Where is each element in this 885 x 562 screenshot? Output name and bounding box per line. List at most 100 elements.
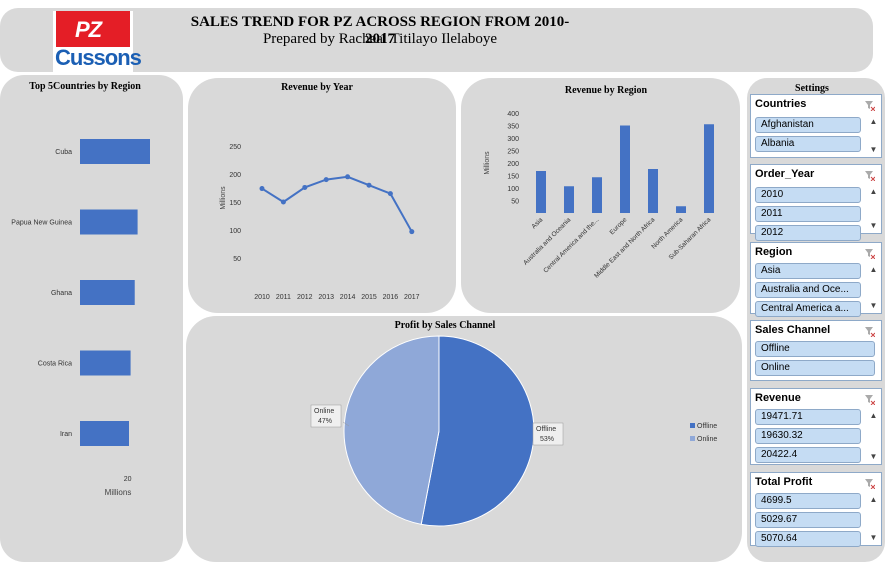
country-label: Iran (60, 431, 72, 438)
y-axis-label: Millions (220, 186, 227, 210)
slicer-item[interactable]: 2011 (755, 206, 861, 222)
slicer-item[interactable]: 19471.71 (755, 409, 861, 425)
page-subtitle: Prepared by Racheal Titilayo Ilelaboye (262, 31, 498, 47)
scroll-up-icon[interactable]: ▲ (869, 265, 878, 274)
slicer-item[interactable]: Albania (755, 136, 861, 152)
region-bar (592, 177, 602, 213)
x-tick-label: 2011 (276, 294, 291, 301)
clear-filter-icon[interactable] (865, 246, 876, 260)
region-label: Europe (609, 216, 629, 236)
slicer-item[interactable]: 5070.64 (755, 531, 861, 547)
slicer-header: Total Profit (755, 476, 813, 488)
slicer-item[interactable]: 2012 (755, 225, 861, 241)
y-tick-label: 250 (229, 144, 241, 151)
country-label: Costa Rica (38, 361, 72, 368)
slicer-total-profit[interactable]: Total Profit 4699.5 5029.67 5070.64 ▲ ▼ (750, 472, 882, 547)
clear-filter-icon[interactable] (865, 168, 876, 182)
slicer-header: Revenue (755, 392, 801, 404)
revenue-point (387, 191, 393, 197)
legend-swatch (690, 423, 695, 428)
revenue-by-year-title: Revenue by Year (281, 82, 353, 93)
region-label: Australia and Oceania (522, 216, 572, 266)
region-bar (564, 186, 574, 213)
y-tick-label: 350 (507, 124, 519, 131)
scroll-up-icon[interactable]: ▲ (869, 117, 878, 126)
country-bar (80, 280, 135, 305)
slicer-header: Region (755, 246, 793, 258)
slicer-item[interactable]: Central America a... (755, 301, 861, 317)
clear-filter-icon[interactable] (865, 324, 876, 338)
clear-filter-icon[interactable] (865, 392, 876, 406)
revenue-point (280, 199, 286, 205)
clear-filter-icon[interactable] (865, 476, 876, 490)
slicer-item[interactable]: Asia (755, 263, 861, 279)
settings-title: Settings (795, 83, 829, 94)
x-tick-label: 2017 (404, 294, 420, 301)
y-tick-label: 50 (511, 199, 519, 206)
slicer-item[interactable]: Afghanistan (755, 117, 861, 133)
pie-data-label-box (310, 404, 342, 428)
y-tick-label: 100 (507, 186, 519, 193)
scroll-down-icon[interactable]: ▼ (869, 301, 878, 310)
slicer-revenue[interactable]: Revenue 19471.71 19630.32 20422.4 ▲ ▼ (750, 388, 882, 465)
region-bar (704, 124, 714, 213)
scroll-down-icon[interactable]: ▼ (869, 452, 878, 461)
region-label: Middle East and North Africa (593, 216, 656, 279)
region-bar (536, 171, 546, 213)
y-tick-label: 400 (507, 111, 519, 118)
scroll-up-icon[interactable]: ▲ (869, 187, 878, 196)
x-tick-label: 2014 (340, 294, 356, 301)
logo-cussons-text: Cussons (55, 45, 142, 70)
slicer-header: Sales Channel (755, 324, 831, 336)
profit-by-channel-chart: Offline 53% Online 47% Offline Online (310, 335, 717, 527)
slicer-item[interactable]: Offline (755, 341, 875, 357)
x-tick-label: 2015 (361, 294, 377, 301)
revenue-point (345, 174, 351, 180)
y-tick-label: 150 (229, 200, 241, 207)
slicer-item[interactable]: Australia and Oce... (755, 282, 861, 298)
country-bar (80, 350, 131, 376)
y-tick-label: 300 (507, 136, 519, 143)
slicer-item[interactable]: 2010 (755, 187, 861, 203)
region-bar (676, 206, 686, 213)
slicer-header: Order_Year (755, 168, 815, 180)
slicer-item[interactable]: Online (755, 360, 875, 376)
legend-label: Online (697, 436, 717, 443)
y-tick-label: 50 (233, 256, 241, 263)
x-tick-label: 2013 (318, 294, 334, 301)
slicer-countries[interactable]: Countries Afghanistan Albania ▲ ▼ (750, 94, 882, 158)
country-bar (80, 209, 138, 235)
page-title: SALES TREND FOR PZ ACROSS REGION FROM 20… (190, 14, 570, 47)
top-countries-title: Top 5Countries by Region (29, 81, 141, 92)
x-tick-label: 2010 (254, 294, 270, 301)
slicer-sales-channel[interactable]: Sales Channel Offline Online (750, 320, 882, 381)
clear-filter-icon[interactable] (865, 98, 876, 112)
scroll-up-icon[interactable]: ▲ (869, 495, 878, 504)
slicer-item[interactable]: 19630.32 (755, 428, 861, 444)
scroll-up-icon[interactable]: ▲ (869, 411, 878, 420)
scroll-down-icon[interactable]: ▼ (869, 145, 878, 154)
slicer-item[interactable]: 20422.4 (755, 447, 861, 463)
pie-category-label: Offline (536, 426, 556, 433)
pie-leader-line (342, 421, 350, 427)
y-tick-label: 200 (507, 161, 519, 168)
x-axis-label: Millions (105, 488, 132, 497)
revenue-point (366, 182, 372, 188)
logo-pz-text: PZ (75, 17, 102, 42)
revenue-line (261, 175, 413, 233)
revenue-point (323, 177, 329, 183)
scroll-down-icon[interactable]: ▼ (869, 221, 878, 230)
region-label: Asia (531, 216, 545, 230)
region-label: Central America and the... (542, 216, 600, 274)
y-tick-label: 100 (229, 228, 241, 235)
pie-data-label-box (532, 422, 564, 446)
slicer-order-year[interactable]: Order_Year 2010 2011 2012 ▲ ▼ (750, 164, 882, 241)
region-bar (648, 169, 658, 213)
pie-slice-online (343, 335, 440, 525)
slicer-region[interactable]: Region Asia Australia and Oce... Central Am… (750, 242, 882, 317)
scroll-down-icon[interactable]: ▼ (869, 533, 878, 542)
revenue-by-region-panel: Revenue by Region 50 100 150 200 250 300 350 40… (461, 78, 740, 313)
slicer-item[interactable]: 4699.5 (755, 493, 861, 509)
slicer-item[interactable]: 5029.67 (755, 512, 861, 528)
slicer-header: Countries (755, 98, 807, 110)
